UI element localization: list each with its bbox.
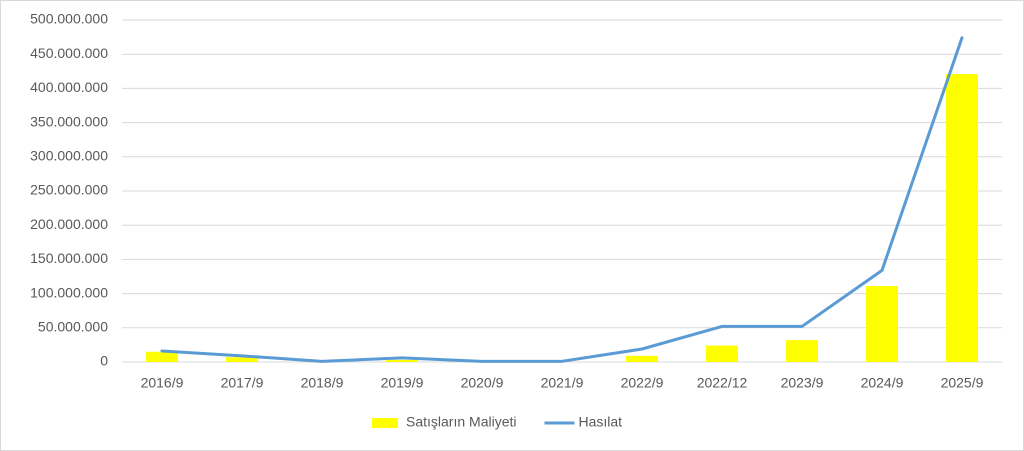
x-tick-label: 2021/9	[541, 375, 584, 391]
x-tick-label: 2025/9	[941, 375, 984, 391]
y-tick-label: 0	[100, 353, 108, 369]
bar	[866, 286, 898, 362]
bar	[626, 355, 658, 362]
line	[160, 36, 964, 363]
bar	[786, 340, 818, 362]
bar	[226, 357, 258, 362]
bar	[706, 345, 738, 362]
x-tick-label: 2022/12	[697, 375, 748, 391]
y-tick-label: 500.000.000	[30, 11, 108, 27]
y-tick-label: 150.000.000	[30, 250, 108, 266]
y-tick-label: 250.000.000	[30, 182, 108, 198]
legend-label: Satışların Maliyeti	[406, 414, 516, 430]
y-tick-label: 200.000.000	[30, 216, 108, 232]
legend-label: Hasılat	[578, 414, 622, 430]
y-tick-label: 100.000.000	[30, 284, 108, 300]
y-tick-label: 350.000.000	[30, 113, 108, 129]
x-tick-label: 2018/9	[301, 375, 344, 391]
y-tick-label: 300.000.000	[30, 148, 108, 164]
x-tick-label: 2024/9	[861, 375, 904, 391]
x-tick-label: 2017/9	[221, 375, 264, 391]
bar	[146, 351, 178, 362]
bar	[386, 359, 418, 362]
x-tick-label: 2016/9	[141, 375, 184, 391]
x-tick-label: 2022/9	[621, 375, 664, 391]
x-tick-label: 2019/9	[381, 375, 424, 391]
bar	[946, 74, 978, 362]
y-tick-label: 50.000.000	[38, 319, 108, 335]
y-tick-label: 450.000.000	[30, 45, 108, 61]
x-tick-label: 2023/9	[781, 375, 824, 391]
y-tick-label: 400.000.000	[30, 79, 108, 95]
x-tick-label: 2020/9	[461, 375, 504, 391]
legend-swatch	[372, 418, 398, 428]
